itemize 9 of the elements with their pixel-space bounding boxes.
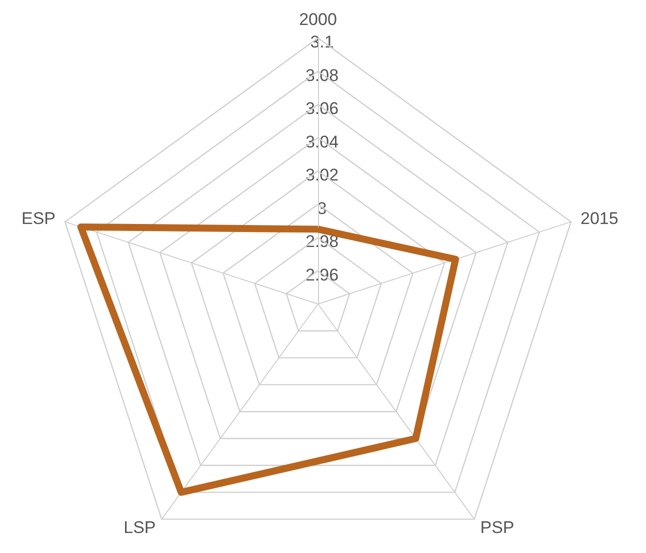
spoke-label: LSP (124, 518, 156, 537)
y-tick-label: 3.08 (305, 66, 339, 85)
spoke-label: ESP (21, 209, 56, 228)
spoke-label: PSP (480, 518, 514, 537)
y-tick-label: 3.06 (305, 99, 339, 118)
spoke-label: 2015 (580, 209, 618, 228)
y-tick-label: 3.04 (305, 132, 339, 152)
y-tick-label: 3.02 (305, 166, 339, 184)
spoke-label: 2000 (299, 10, 337, 29)
